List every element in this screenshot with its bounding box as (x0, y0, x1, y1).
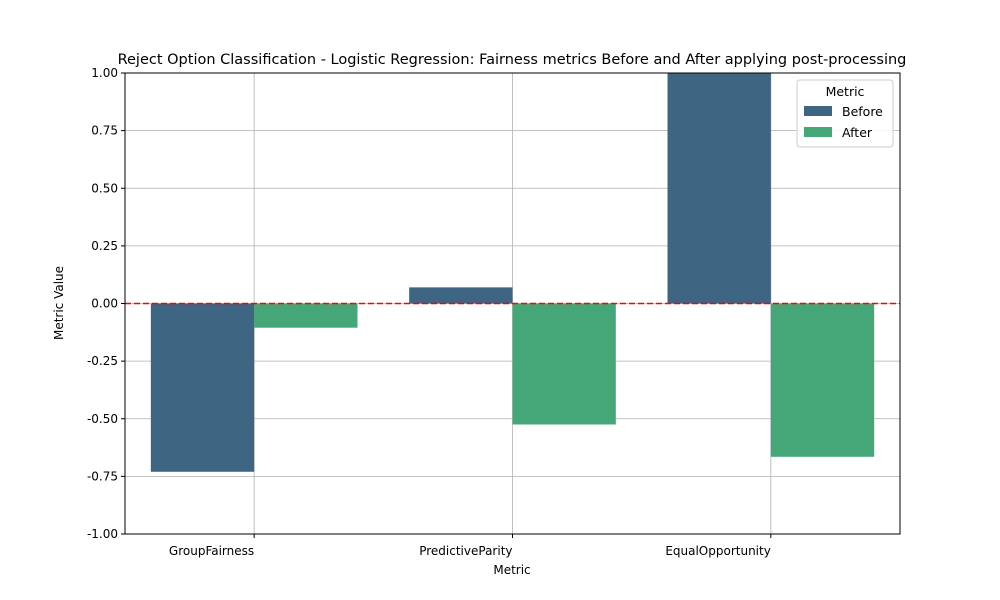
y-tick-label: 0.75 (91, 124, 118, 138)
x-tick-label: PredictiveParity (419, 544, 512, 558)
x-tick-label: EqualOpportunity (665, 544, 771, 558)
y-tick-label: 0.00 (91, 297, 118, 311)
bar-after-equalopportunity (770, 303, 875, 457)
legend-label-before: Before (842, 104, 883, 119)
bars (150, 73, 875, 472)
y-tick-label: 1.00 (91, 66, 118, 80)
bar-after-predictiveparity (512, 303, 616, 425)
y-tick-label: -0.25 (87, 354, 118, 368)
bar-after-groupfairness (254, 303, 358, 328)
y-tick-label: 0.50 (91, 181, 118, 195)
legend-swatch-after (804, 127, 832, 137)
bar-before-groupfairness (150, 303, 255, 472)
chart-title: Reject Option Classification - Logistic … (118, 52, 907, 68)
y-tick-label: -0.50 (87, 412, 118, 426)
x-tick-label: GroupFairness (169, 544, 254, 558)
bar-before-predictiveparity (409, 287, 513, 304)
legend-swatch-before (804, 106, 832, 116)
x-axis: GroupFairness PredictiveParity EqualOpport… (169, 534, 772, 558)
y-tick-label: -1.00 (87, 527, 118, 541)
y-tick-label: 0.25 (91, 239, 118, 253)
legend-title: Metric (826, 84, 865, 99)
y-tick-label: -0.75 (87, 469, 118, 483)
legend-label-after: After (842, 125, 873, 140)
legend: Metric Before After (796, 79, 894, 148)
bar-before-equalopportunity (667, 73, 771, 304)
x-axis-label: Metric (493, 563, 530, 577)
y-axis: -1.00 -0.75 -0.50 -0.25 0.00 0.25 0.50 0.75 1.00 (87, 66, 125, 541)
y-axis-label: Metric Value (52, 266, 66, 340)
